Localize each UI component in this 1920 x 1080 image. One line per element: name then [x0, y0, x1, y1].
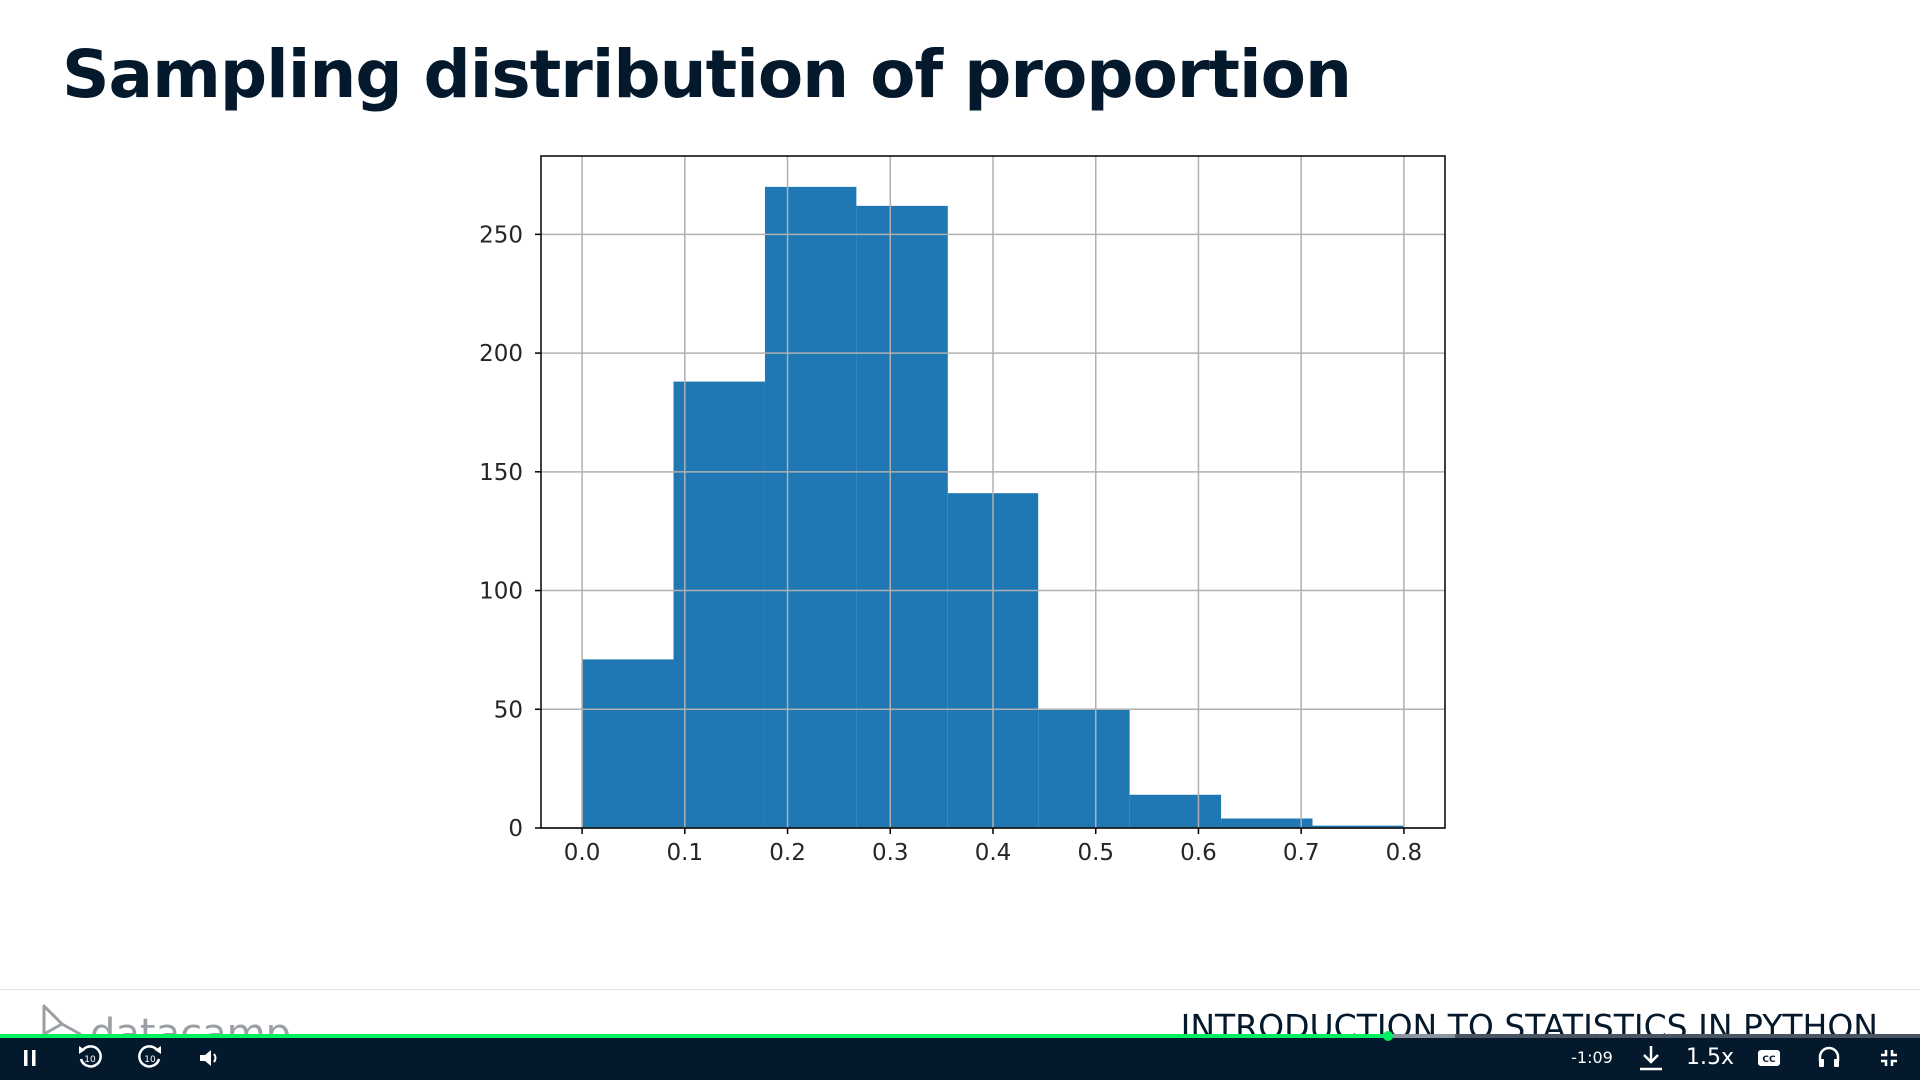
time-remaining: -1:09 [1571, 1047, 1613, 1067]
y-tick-label: 250 [479, 222, 523, 248]
slide-title: Sampling distribution of proportion [62, 36, 1352, 113]
x-tick-label: 0.8 [1386, 840, 1423, 866]
exit-fullscreen-icon [1881, 1050, 1897, 1066]
x-tick-label: 0.2 [769, 840, 806, 866]
x-tick-label: 0.0 [564, 840, 601, 866]
x-tick-label: 0.6 [1180, 840, 1217, 866]
volume-icon [200, 1050, 217, 1066]
histogram-bar [1221, 818, 1313, 828]
captions-icon: CC [1758, 1050, 1780, 1066]
progress-played [0, 1034, 1389, 1038]
x-tick-label: 0.1 [667, 840, 704, 866]
rewind-button[interactable]: 10 [72, 1039, 108, 1075]
chart-bars [582, 186, 1404, 828]
volume-button[interactable] [194, 1043, 226, 1073]
forward-10-icon: 10 [138, 1045, 161, 1068]
progress-buffered [1388, 1034, 1456, 1038]
download-button[interactable] [1634, 1041, 1668, 1075]
x-tick-label: 0.5 [1077, 840, 1114, 866]
y-tick-label: 100 [479, 579, 523, 605]
progress-scrubber[interactable] [1383, 1031, 1394, 1041]
captions-button[interactable]: CC [1752, 1043, 1786, 1073]
audio-only-button[interactable] [1812, 1041, 1846, 1073]
rewind-10-icon: 10 [79, 1045, 102, 1068]
histogram-bar [856, 205, 948, 828]
y-tick-label: 50 [494, 697, 523, 723]
histogram-bar [1129, 794, 1222, 828]
histogram-bar [1038, 709, 1130, 828]
forward-seconds: 10 [144, 1055, 156, 1065]
histogram-bar [673, 381, 765, 828]
chart-ticks: 0.0 0.1 0.2 0.3 0.4 0.5 0.6 0.7 0.8 0 50 100 150 200 2… [479, 222, 1422, 866]
course-title: INTRODUCTION TO STATISTICS IN PYTHON [1180, 1007, 1878, 1037]
histogram-bar [1312, 825, 1404, 828]
rewind-seconds: 10 [84, 1055, 96, 1065]
playback-speed-button[interactable]: 1.5x [1685, 1044, 1734, 1070]
x-tick-label: 0.7 [1283, 840, 1320, 866]
forward-button[interactable]: 10 [132, 1039, 168, 1075]
histogram-bar [582, 659, 674, 828]
histogram-chart: 0.0 0.1 0.2 0.3 0.4 0.5 0.6 0.7 0.8 0 50 100 150 200 2… [479, 155, 1446, 866]
y-tick-label: 150 [479, 460, 523, 486]
pause-button[interactable] [14, 1043, 46, 1073]
download-icon [1640, 1046, 1662, 1071]
exit-fullscreen-button[interactable] [1872, 1043, 1906, 1073]
video-controls: 10 10 -1:09 1.5x CC [0, 1035, 1920, 1080]
y-tick-label: 200 [479, 341, 523, 367]
chart-grid [541, 156, 1445, 829]
pause-icon [24, 1050, 36, 1066]
svg-text:CC: CC [1762, 1055, 1776, 1065]
x-tick-label: 0.4 [975, 840, 1012, 866]
footer-divider [0, 989, 1920, 990]
histogram-bar [764, 186, 857, 828]
progress-bar[interactable] [0, 1031, 1920, 1041]
y-tick-label: 0 [508, 816, 523, 842]
audio-icon [1818, 1046, 1840, 1067]
x-tick-label: 0.3 [872, 840, 909, 866]
